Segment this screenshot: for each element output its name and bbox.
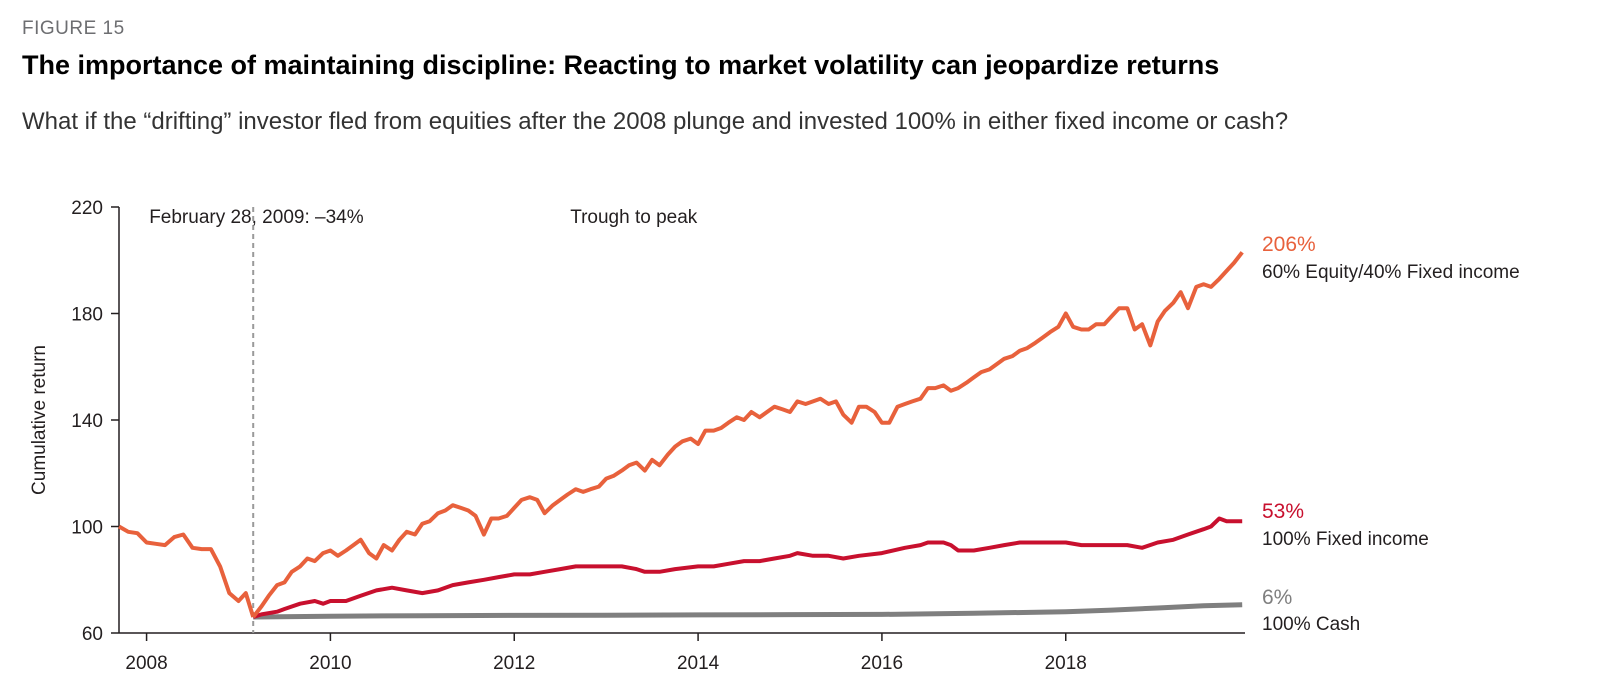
figure-label: FIGURE 15 <box>22 18 125 39</box>
chart-labels: February 28, 2009: –34% Trough to peak 206… <box>149 207 1519 635</box>
series-line-cash <box>253 602 1243 620</box>
y-axis-title: Cumulative return <box>29 345 50 495</box>
x-tick-label: 2016 <box>861 653 903 674</box>
series-line-equity <box>251 251 1244 619</box>
y-tick-label: 220 <box>71 198 103 219</box>
x-tick-label: 2012 <box>493 653 535 674</box>
end-value-equity: 206% <box>1262 233 1316 256</box>
y-tick-label: 180 <box>71 305 103 326</box>
chart-axes: 60 100 140 180 220 2008 2010 2012 2014 2016 2018 Cu… <box>29 198 1245 674</box>
x-tick-label: 2010 <box>309 653 351 674</box>
y-tick-label: 100 <box>71 518 103 539</box>
chart-lines <box>118 251 1244 620</box>
series-name-cash: 100% Cash <box>1262 614 1360 635</box>
chart-title: The importance of maintaining discipline… <box>22 50 1220 80</box>
series-line-fixed <box>252 516 1243 619</box>
end-value-cash: 6% <box>1262 586 1292 609</box>
series-name-equity: 60% Equity/40% Fixed income <box>1262 262 1520 283</box>
pre-trough-line <box>118 524 256 618</box>
trough-to-peak-label: Trough to peak <box>570 207 698 228</box>
x-tick-label: 2014 <box>677 653 720 674</box>
trough-marker-label: February 28, 2009: –34% <box>149 207 364 228</box>
y-tick-label: 60 <box>82 624 103 645</box>
x-tick-label: 2008 <box>125 653 167 674</box>
chart-subtitle: What if the “drifting” investor fled fro… <box>22 108 1289 135</box>
y-tick-label: 140 <box>71 411 103 432</box>
series-name-fixed: 100% Fixed income <box>1262 529 1429 550</box>
x-tick-label: 2018 <box>1045 653 1087 674</box>
end-value-fixed: 53% <box>1262 500 1304 523</box>
